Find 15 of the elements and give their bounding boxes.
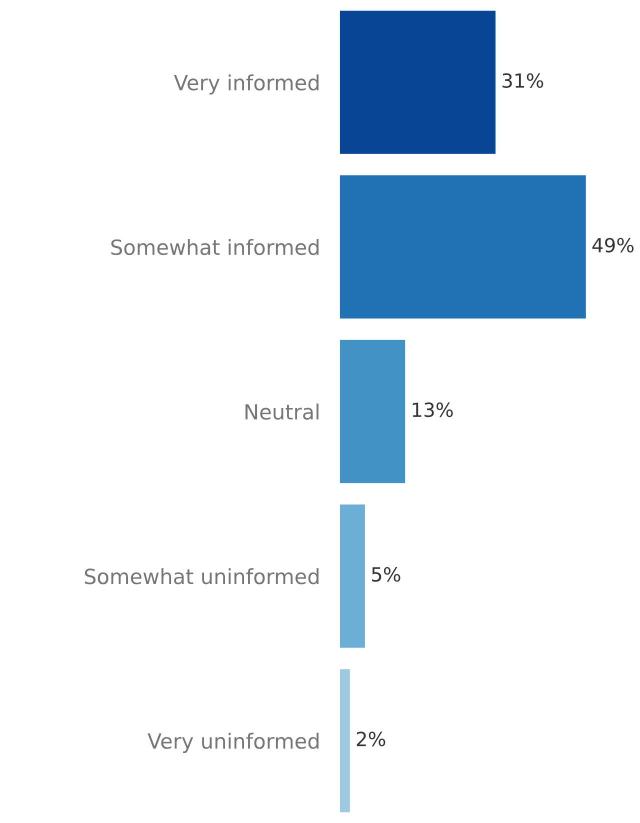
data-label: 49%: [592, 238, 634, 253]
data-label: 2%: [356, 732, 386, 746]
bar: [340, 669, 350, 812]
bar: [340, 504, 365, 648]
data-label: 31%: [502, 73, 544, 88]
y-tick-label: Somewhat uninformed: [84, 568, 319, 584]
data-label: 5%: [372, 567, 400, 582]
bar: [340, 10, 496, 154]
y-tick-label: Very informed: [174, 74, 318, 95]
data-label: 13%: [412, 402, 453, 418]
y-tick-label: Very uninformed: [148, 732, 319, 753]
bar: [340, 175, 586, 318]
y-tick-label: Neutral: [246, 404, 318, 420]
bar: [340, 340, 406, 484]
y-tick-label: Somewhat informed: [111, 238, 319, 256]
